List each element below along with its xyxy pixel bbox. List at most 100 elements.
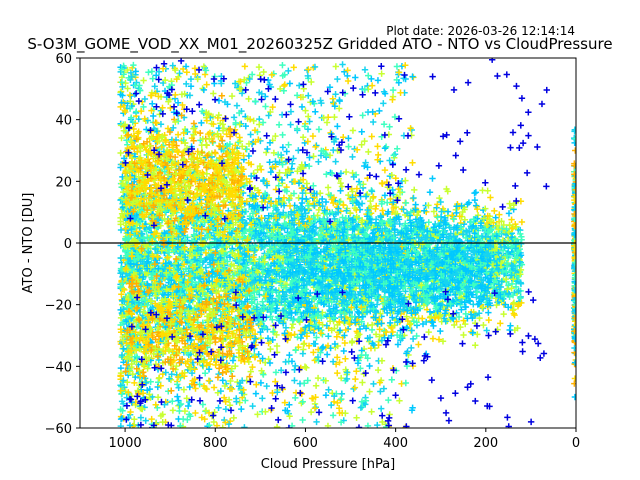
- scatter-point: [485, 309, 492, 316]
- scatter-point: [340, 219, 347, 226]
- scatter-point: [389, 328, 396, 336]
- scatter-point: [437, 327, 444, 335]
- scatter-point: [451, 321, 458, 329]
- scatter-point: [387, 195, 394, 203]
- scatter-point: [415, 341, 422, 348]
- scatter-point: [316, 190, 324, 197]
- scatter-point: [376, 333, 383, 340]
- scatter-point: [493, 301, 500, 309]
- scatter-point: [496, 211, 503, 218]
- scatter-point: [464, 201, 471, 208]
- scatter-point: [310, 349, 317, 356]
- scatter-point: [436, 194, 443, 202]
- scatter-point: [433, 204, 440, 211]
- scatter-point: [324, 184, 332, 191]
- scatter-point: [192, 385, 199, 392]
- scatter-point: [439, 338, 447, 345]
- scatter-point: [276, 169, 283, 176]
- scatter-point: [500, 310, 507, 318]
- scatter-point: [446, 224, 453, 231]
- scatter-point: [255, 244, 262, 251]
- scatter-point: [474, 212, 482, 219]
- scatter-point: [342, 168, 350, 176]
- scatter-point: [266, 159, 273, 166]
- scatter-point: [491, 207, 498, 215]
- scatter-point: [471, 196, 479, 204]
- scatter-point: [355, 178, 363, 185]
- scatter-point: [318, 195, 326, 203]
- data-points: [117, 58, 576, 428]
- scatter-point: [512, 283, 520, 291]
- scatter-point: [303, 180, 310, 187]
- scatter-point: [272, 277, 280, 285]
- scatter-point: [513, 277, 521, 285]
- scatter-point: [303, 364, 310, 371]
- scatter-point: [510, 299, 518, 306]
- scatter-point: [269, 210, 277, 217]
- scatter-point: [430, 208, 438, 215]
- scatter-point: [484, 187, 491, 194]
- scatter-point: [426, 189, 434, 196]
- scatter-point: [364, 164, 371, 171]
- scatter-point: [340, 201, 347, 209]
- scatter-point: [433, 212, 440, 220]
- scatter-point: [507, 322, 514, 329]
- scatter-point: [492, 214, 499, 221]
- scatter-point: [429, 335, 437, 342]
- scatter-point: [299, 176, 307, 183]
- scatter-point: [338, 183, 346, 190]
- scatter-point: [425, 328, 432, 336]
- scatter-point: [246, 201, 253, 208]
- scatter-point: [226, 253, 234, 261]
- scatter-point: [434, 255, 442, 262]
- scatter-point: [437, 311, 444, 318]
- scatter-point: [202, 264, 210, 271]
- scatter-point: [322, 198, 330, 206]
- scatter-point: [517, 294, 524, 302]
- scatter-point: [310, 153, 317, 160]
- scatter-point: [372, 331, 380, 338]
- scatter-point: [346, 209, 354, 217]
- scatter-point: [295, 194, 302, 202]
- scatter-point: [298, 185, 306, 192]
- scatter-point: [286, 351, 293, 359]
- scatter-point: [412, 216, 420, 223]
- scatter-point: [419, 315, 426, 322]
- scatter-point: [518, 218, 526, 226]
- scatter-point: [487, 194, 494, 201]
- scatter-point: [503, 268, 510, 276]
- scatter-point: [461, 216, 469, 223]
- scatter-point: [267, 345, 274, 353]
- scatter-point: [333, 333, 341, 340]
- scatter-point: [459, 230, 467, 238]
- scatter-point: [474, 331, 481, 338]
- scatter-point: [460, 331, 467, 339]
- scatter-point: [480, 321, 487, 329]
- scatter-point: [267, 168, 275, 176]
- scatter-point: [381, 166, 389, 174]
- scatter-point: [497, 320, 504, 327]
- scatter-point: [493, 222, 501, 229]
- scatter-point: [505, 210, 513, 217]
- scatter-point: [290, 221, 298, 229]
- scatter-point: [257, 166, 265, 173]
- scatter-point: [505, 282, 512, 289]
- scatter-point: [275, 195, 283, 202]
- scatter-point: [515, 287, 522, 295]
- scatter-point: [288, 324, 295, 331]
- scatter-point: [472, 202, 480, 209]
- scatter-point: [349, 169, 356, 177]
- scatter-point: [270, 149, 278, 157]
- scatter-point: [486, 216, 493, 223]
- scatter-point: [376, 316, 383, 323]
- scatter-point: [453, 209, 460, 217]
- scatter-point: [472, 342, 479, 349]
- scatter-point: [457, 323, 464, 331]
- scatter-point: [213, 315, 220, 323]
- scatter-point: [159, 133, 166, 140]
- scatter-point: [337, 187, 344, 194]
- scatter-point: [323, 351, 331, 358]
- scatter-point: [206, 360, 214, 368]
- scatter-point: [425, 202, 432, 209]
